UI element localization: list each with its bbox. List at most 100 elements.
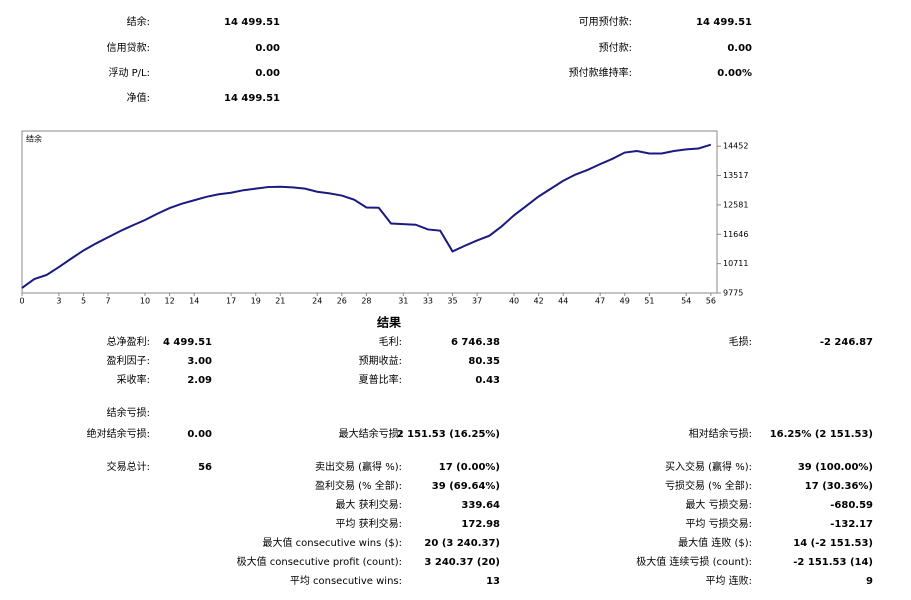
summary-label: 净值: <box>127 91 150 104</box>
balance-line <box>21 143 712 289</box>
result-value: 17 (30.36%) <box>805 481 873 492</box>
chart-title: 结余 <box>26 134 42 144</box>
x-tick-label: 3 <box>56 297 61 306</box>
summary-label: 预付款: <box>599 41 632 54</box>
result-label: 最大值 连败 ($): <box>678 536 752 549</box>
summary-value: 0.00 <box>727 43 752 54</box>
x-tick-label: 54 <box>681 297 691 306</box>
x-tick-label: 12 <box>165 297 175 306</box>
y-tick-label: 11646 <box>723 230 748 239</box>
result-label: 盈利交易 (% 全部): <box>315 479 402 492</box>
summary-label: 可用预付款: <box>579 15 632 28</box>
x-tick-label: 28 <box>361 297 371 306</box>
result-value: 39 (69.64%) <box>432 481 500 492</box>
x-tick-label: 21 <box>275 297 285 306</box>
result-value: 172.98 <box>461 519 500 530</box>
result-label: 卖出交易 (赢得 %): <box>315 460 402 473</box>
x-tick-label: 35 <box>447 297 457 306</box>
x-tick-label: 49 <box>620 297 630 306</box>
y-tick-label: 14452 <box>723 142 748 151</box>
result-value: 339.64 <box>461 500 500 511</box>
result-value: 2 151.53 (16.25%) <box>397 429 500 440</box>
x-tick-label: 56 <box>706 297 716 306</box>
result-label: 最大 亏损交易: <box>685 498 752 511</box>
result-value: 0.00 <box>187 429 212 440</box>
x-tick-label: 17 <box>226 297 236 306</box>
result-label: 采收率: <box>117 373 150 386</box>
result-label: 相对结余亏损: <box>689 427 752 440</box>
results-title: 结果 <box>377 315 401 330</box>
result-label: 平均 亏损交易: <box>685 517 752 530</box>
summary-label: 预付款维持率: <box>569 66 632 79</box>
result-label: 极大值 连续亏损 (count): <box>636 555 752 568</box>
result-label: 盈利因子: <box>107 355 150 367</box>
result-value: 39 (100.00%) <box>798 462 873 473</box>
y-tick-label: 10711 <box>723 259 748 268</box>
x-tick-label: 42 <box>534 297 544 306</box>
result-label: 绝对结余亏损: <box>87 427 150 440</box>
result-value: 4 499.51 <box>163 337 212 348</box>
y-tick-label: 9775 <box>723 289 743 298</box>
x-tick-label: 5 <box>81 297 86 306</box>
summary-label: 结余: <box>127 15 150 28</box>
chart-frame <box>21 130 718 294</box>
result-value: 0.43 <box>475 375 500 386</box>
summary-value: 0.00 <box>255 68 280 79</box>
result-label: 最大结余亏损: <box>339 427 402 440</box>
summary-value: 0.00% <box>717 68 752 79</box>
x-tick-label: 33 <box>423 297 433 306</box>
x-tick-label: 37 <box>472 297 482 306</box>
x-tick-label: 7 <box>106 297 111 306</box>
summary-value: 14 499.51 <box>224 17 280 28</box>
result-value: 3 240.37 (20) <box>424 557 500 568</box>
result-value: -2 246.87 <box>820 337 873 348</box>
result-label: 平均 consecutive wins: <box>290 575 402 587</box>
x-tick-label: 31 <box>398 297 408 306</box>
result-value: 20 (3 240.37) <box>424 538 500 549</box>
result-value: -2 151.53 (14) <box>793 557 873 568</box>
result-value: -680.59 <box>830 500 873 511</box>
result-label: 亏损交易 (% 全部): <box>665 479 752 492</box>
result-value: 2.09 <box>187 375 212 386</box>
result-value: 9 <box>866 576 873 587</box>
result-label: 总净盈利: <box>107 335 150 348</box>
result-label: 平均 连败: <box>705 574 752 587</box>
result-label: 交易总计: <box>107 460 150 473</box>
result-value: 6 746.38 <box>451 337 500 348</box>
result-label: 平均 获利交易: <box>335 517 402 530</box>
summary-value: 14 499.51 <box>224 93 280 104</box>
result-label: 毛利: <box>379 336 402 348</box>
x-tick-label: 10 <box>140 297 150 306</box>
x-tick-label: 14 <box>189 297 199 306</box>
x-tick-label: 0 <box>19 297 24 306</box>
result-label: 极大值 consecutive profit (count): <box>237 555 402 568</box>
x-tick-label: 51 <box>644 297 654 306</box>
x-tick-label: 40 <box>509 297 519 306</box>
result-label: 预期收益: <box>359 354 402 367</box>
y-tick-label: 13517 <box>723 171 748 180</box>
result-label: 最大值 consecutive wins ($): <box>263 536 403 549</box>
result-value: 80.35 <box>468 356 500 367</box>
x-tick-label: 26 <box>337 297 347 306</box>
result-value: 14 (-2 151.53) <box>793 538 873 549</box>
x-tick-label: 44 <box>558 297 568 306</box>
result-value: 17 (0.00%) <box>439 462 500 473</box>
y-tick-label: 12581 <box>723 200 748 209</box>
summary-value: 0.00 <box>255 43 280 54</box>
summary-label: 浮动 P/L: <box>108 67 150 79</box>
result-value: 16.25% (2 151.53) <box>770 429 873 440</box>
result-value: 3.00 <box>187 356 212 367</box>
result-label: 毛损: <box>729 335 752 348</box>
result-label: 最大 获利交易: <box>335 498 402 511</box>
x-tick-label: 24 <box>312 297 322 306</box>
summary-value: 14 499.51 <box>696 17 752 28</box>
result-label: 夏普比率: <box>359 373 402 386</box>
x-tick-label: 47 <box>595 297 605 306</box>
result-label: 结余亏损: <box>107 406 150 419</box>
result-value: 13 <box>486 576 500 587</box>
result-value: 56 <box>198 462 212 473</box>
summary-label: 信用贷款: <box>107 41 150 54</box>
result-label: 买入交易 (赢得 %): <box>665 460 752 473</box>
x-tick-label: 19 <box>251 297 261 306</box>
